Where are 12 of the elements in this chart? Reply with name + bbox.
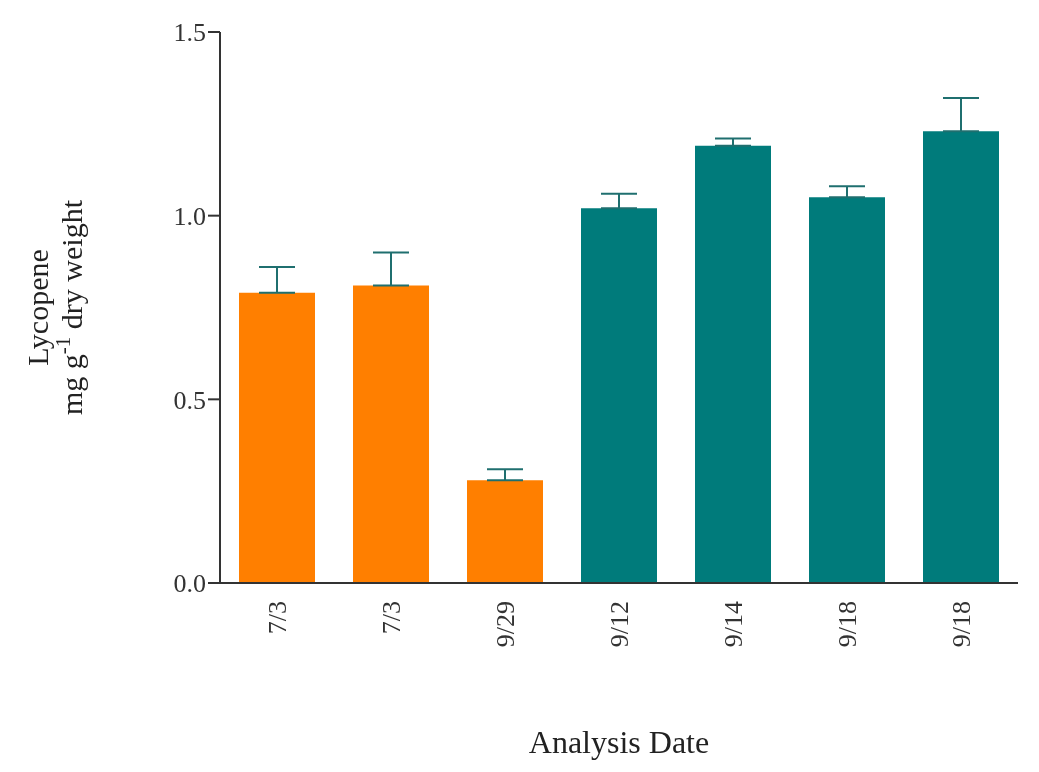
x-tick-label: 7/3 — [262, 601, 292, 635]
x-axis-title: Analysis Date — [528, 724, 710, 760]
x-tick-label: 9/14 — [718, 601, 748, 648]
y-tick-label: 0.0 — [173, 569, 206, 599]
x-tick-label: 9/12 — [604, 601, 634, 648]
y-tick-label: 1.5 — [173, 18, 206, 48]
x-tick-label: 9/18 — [946, 601, 976, 648]
x-tick-label: 7/3 — [376, 601, 406, 635]
y-tick-label: 0.5 — [173, 385, 206, 415]
x-tick-label: 9/18 — [832, 601, 862, 648]
x-tick-label: 9/29 — [490, 601, 520, 648]
y-tick-label: 1.0 — [173, 201, 206, 231]
